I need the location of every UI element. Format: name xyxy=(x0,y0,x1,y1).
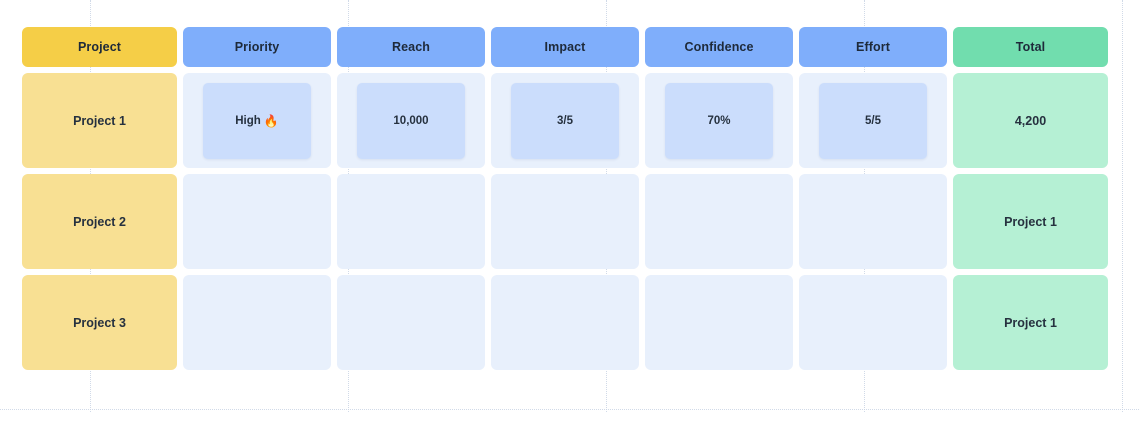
table-row-2-effort-cell[interactable] xyxy=(799,174,947,269)
column-header-label: Impact xyxy=(544,40,586,54)
table-row-3-reach-cell[interactable] xyxy=(337,275,485,370)
table-row-1-total-cell[interactable]: 4,200 xyxy=(953,73,1108,168)
column-header-confidence[interactable]: Confidence xyxy=(645,27,793,67)
table-row-2-total-cell[interactable]: Project 1 xyxy=(953,174,1108,269)
column-header-label: Effort xyxy=(856,40,890,54)
total-value: Project 1 xyxy=(1004,315,1057,330)
project-name: Project 3 xyxy=(73,315,126,330)
table-row-3-impact-cell[interactable] xyxy=(491,275,639,370)
project-name: Project 1 xyxy=(73,113,126,128)
column-header-label: Priority xyxy=(234,40,280,54)
column-header-label: Confidence xyxy=(684,40,754,54)
project-name: Project 2 xyxy=(73,214,126,229)
column-header-priority[interactable]: Priority xyxy=(183,27,331,67)
column-header-effort[interactable]: Effort xyxy=(799,27,947,67)
table-row-2-priority-cell[interactable] xyxy=(183,174,331,269)
table-row-2-impact-cell[interactable] xyxy=(491,174,639,269)
priority-value: High xyxy=(235,114,261,127)
column-header-project[interactable]: Project xyxy=(22,27,177,67)
reach-value: 10,000 xyxy=(393,114,429,127)
column-header-impact[interactable]: Impact xyxy=(491,27,639,67)
impact-chip[interactable]: 3/5 xyxy=(511,82,619,159)
guide-line-horizontal xyxy=(0,409,1139,410)
total-value: Project 1 xyxy=(1004,214,1057,229)
impact-value: 3/5 xyxy=(557,114,573,127)
table-row-3-priority-cell[interactable] xyxy=(183,275,331,370)
table-row-3-project-cell[interactable]: Project 3 xyxy=(22,275,177,370)
fire-icon: 🔥 xyxy=(263,113,279,128)
table-row-1-reach-cell[interactable]: 10,000 xyxy=(337,73,485,168)
table-row-1-impact-cell[interactable]: 3/5 xyxy=(491,73,639,168)
table-row-2-project-cell[interactable]: Project 2 xyxy=(22,174,177,269)
guide-line-vertical xyxy=(1122,0,1123,412)
confidence-value: 70% xyxy=(707,114,731,127)
table-row-3-total-cell[interactable]: Project 1 xyxy=(953,275,1108,370)
table-row-1-confidence-cell[interactable]: 70% xyxy=(645,73,793,168)
table-row-3-effort-cell[interactable] xyxy=(799,275,947,370)
table-row-2-reach-cell[interactable] xyxy=(337,174,485,269)
reach-chip[interactable]: 10,000 xyxy=(357,82,465,159)
column-header-label: Reach xyxy=(391,40,431,54)
effort-chip[interactable]: 5/5 xyxy=(819,82,927,159)
priority-chip[interactable]: High 🔥 xyxy=(203,82,311,159)
effort-value: 5/5 xyxy=(865,114,881,127)
column-header-label: Project xyxy=(77,40,122,54)
column-header-label: Total xyxy=(1015,40,1046,54)
table-row-1-effort-cell[interactable]: 5/5 xyxy=(799,73,947,168)
column-header-total[interactable]: Total xyxy=(953,27,1108,67)
confidence-chip[interactable]: 70% xyxy=(665,82,773,159)
total-value: 4,200 xyxy=(1014,113,1047,128)
table-row-1-priority-cell[interactable]: High 🔥 xyxy=(183,73,331,168)
table-row-3-confidence-cell[interactable] xyxy=(645,275,793,370)
column-header-reach[interactable]: Reach xyxy=(337,27,485,67)
table-row-1-project-cell[interactable]: Project 1 xyxy=(22,73,177,168)
table-row-2-confidence-cell[interactable] xyxy=(645,174,793,269)
prioritization-table: Project Priority Reach Impact Confidence… xyxy=(22,27,1118,370)
